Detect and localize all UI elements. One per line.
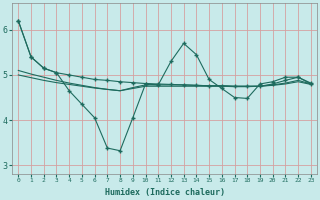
X-axis label: Humidex (Indice chaleur): Humidex (Indice chaleur) bbox=[105, 188, 225, 197]
